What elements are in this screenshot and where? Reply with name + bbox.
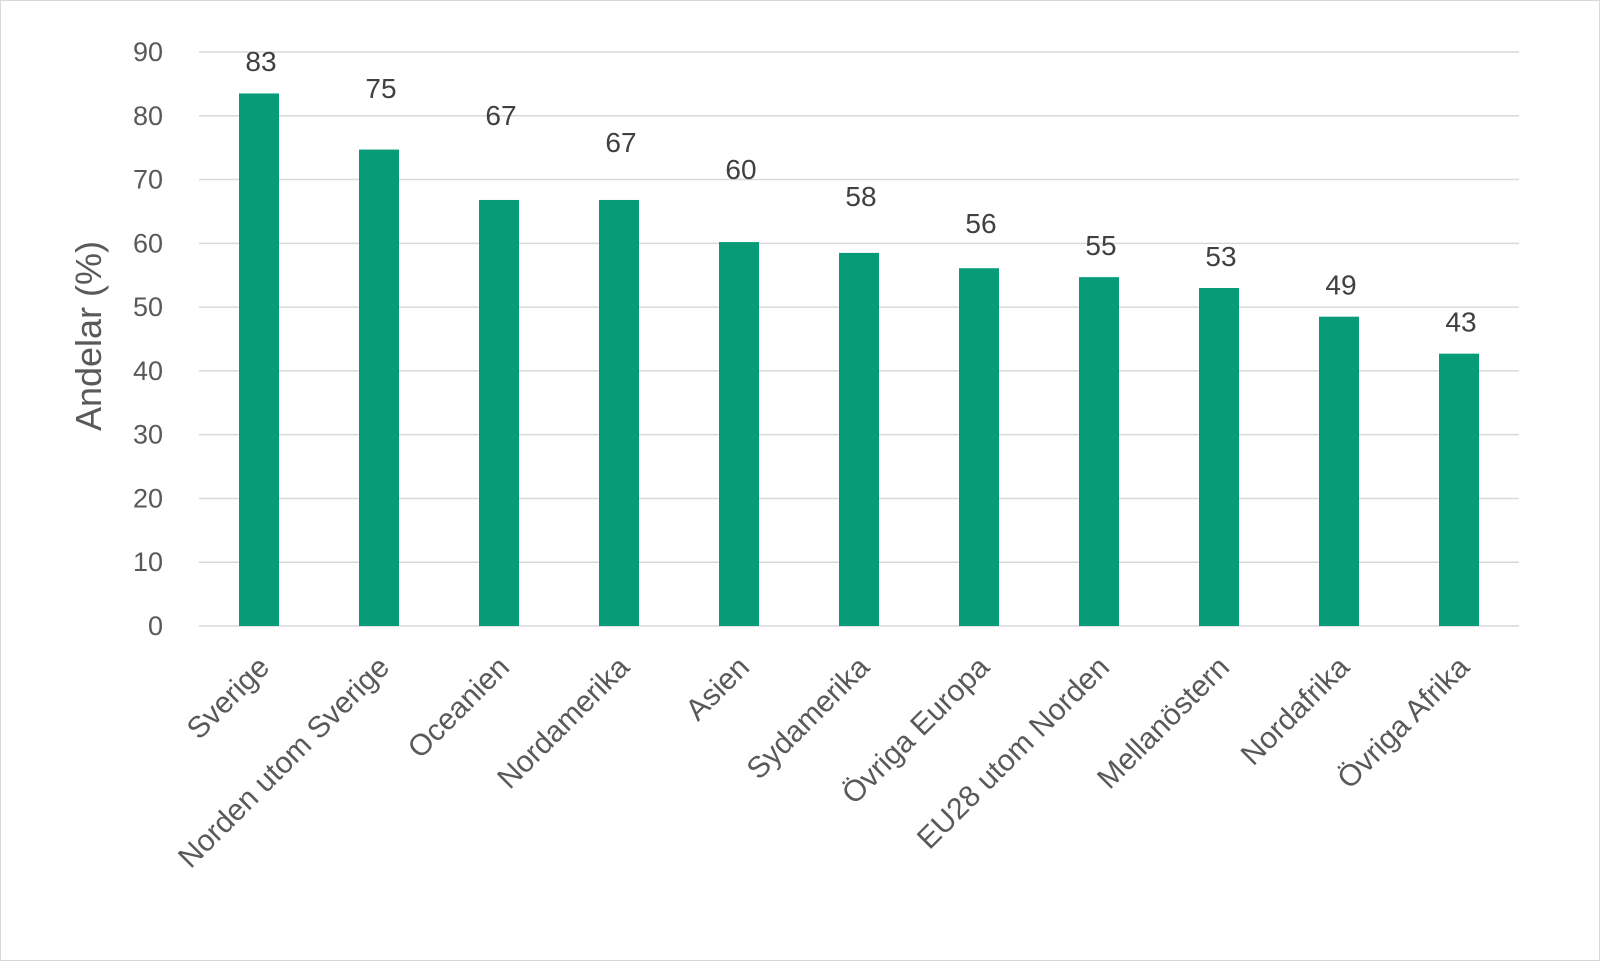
x-tick-label: Oceanien <box>402 651 516 765</box>
data-label: 55 <box>1085 230 1116 261</box>
bar <box>239 93 279 626</box>
y-axis-title: Andelar (%) <box>68 241 109 431</box>
x-tick-label: Sverige <box>181 651 276 746</box>
data-label: 53 <box>1205 241 1236 272</box>
data-label: 75 <box>365 73 396 104</box>
y-tick-label: 90 <box>133 37 163 67</box>
y-tick-label: 20 <box>133 483 163 513</box>
data-label: 67 <box>485 100 516 131</box>
bar <box>1319 316 1359 626</box>
bar <box>839 252 879 626</box>
bar <box>359 149 399 626</box>
x-tick-label: Nordafrika <box>1235 650 1356 771</box>
y-tick-label: 0 <box>148 611 163 641</box>
bar <box>1199 287 1239 626</box>
y-tick-label: 70 <box>133 165 163 195</box>
x-tick-label: Asien <box>680 651 756 727</box>
y-tick-label: 30 <box>133 420 163 450</box>
data-label: 56 <box>965 208 996 239</box>
bar <box>1079 277 1119 626</box>
bar <box>1439 353 1479 626</box>
data-labels: 83 75 67 67 60 58 56 55 53 49 43 <box>245 46 1476 338</box>
data-label: 60 <box>725 154 756 185</box>
x-tick-label: Norden utom Sverige <box>172 651 396 875</box>
y-tick-label: 60 <box>133 228 163 258</box>
bars <box>239 93 1479 626</box>
data-label: 58 <box>845 181 876 212</box>
data-label: 43 <box>1445 307 1476 338</box>
x-tick-label: Sydamerika <box>741 650 877 786</box>
data-label: 83 <box>245 46 276 77</box>
data-label: 67 <box>605 127 636 158</box>
y-tick-label: 80 <box>133 101 163 131</box>
bar <box>719 242 759 626</box>
bar <box>599 199 639 626</box>
y-tick-label: 40 <box>133 356 163 386</box>
bar <box>479 199 519 626</box>
y-tick-label: 10 <box>133 547 163 577</box>
y-axis-ticks: 0 10 20 30 40 50 60 70 80 90 <box>133 37 163 641</box>
y-tick-label: 50 <box>133 292 163 322</box>
data-label: 49 <box>1325 270 1356 301</box>
bar <box>959 268 999 626</box>
